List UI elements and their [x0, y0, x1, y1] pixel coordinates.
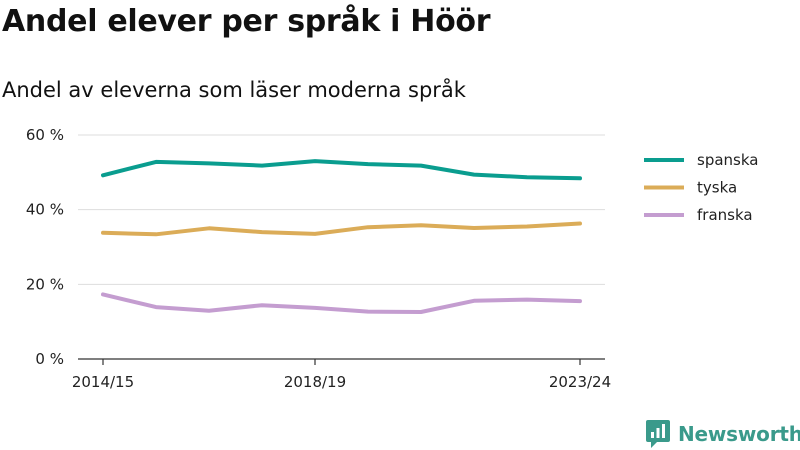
x-tick-label: 2018/19 [284, 373, 346, 391]
series-line-tyska [101, 221, 582, 237]
y-tick-label: 60 % [26, 126, 64, 144]
series-lines [101, 159, 582, 314]
x-tick-label: 2014/15 [72, 373, 134, 391]
legend-label-spanska: spanska [697, 151, 758, 169]
y-axis-labels: 0 % 20 % 40 % 60 % [26, 126, 64, 368]
y-tick-label: 0 % [35, 350, 64, 368]
chart-title: Andel elever per språk i Höör [2, 4, 491, 39]
brand-logo: Newsworthy [645, 419, 800, 449]
legend-label-franska: franska [697, 206, 753, 224]
brand-name: Newsworthy [678, 422, 800, 446]
newsworthy-logo-icon [646, 420, 670, 448]
x-axis: 2014/15 2018/19 2023/24 [72, 358, 611, 391]
legend-label-tyska: tyska [697, 179, 737, 197]
legend: spanska tyska franska [644, 151, 758, 224]
series-line-franska [101, 292, 582, 314]
gridlines [78, 134, 605, 285]
y-tick-label: 20 % [26, 275, 64, 293]
chart-subtitle: Andel av eleverna som läser moderna språ… [2, 78, 466, 102]
y-tick-label: 40 % [26, 201, 64, 219]
series-line-spanska [101, 159, 582, 181]
x-tick-label: 2023/24 [549, 373, 611, 391]
